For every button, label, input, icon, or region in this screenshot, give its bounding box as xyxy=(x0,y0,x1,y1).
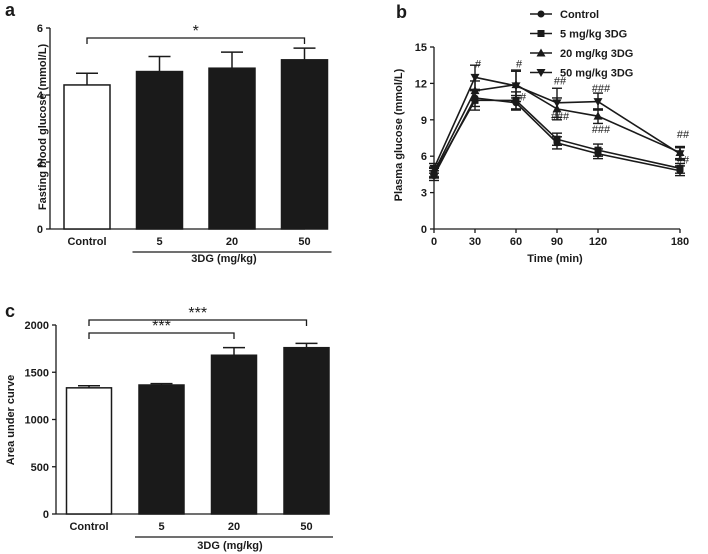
panel-b-line-chart: Plasma glucose (mmol/L) Time (min) 0 3 6 9 1… xyxy=(393,9,690,265)
panel-b-point xyxy=(594,146,602,154)
panel-c-significance-label: *** xyxy=(152,318,171,335)
panel-a-group-label: 3DG (mg/kg) xyxy=(191,253,257,265)
panel-a-xtick-label: 20 xyxy=(226,236,238,248)
panel-c-significance-label: *** xyxy=(188,305,207,322)
legend-label: 20 mg/kg 3DG xyxy=(560,48,633,60)
panel-a-ytick-label: 6 xyxy=(37,23,43,35)
panel-a-bar xyxy=(63,84,111,230)
panel-b-point xyxy=(470,86,480,95)
panel-c-ylabel: Area under curve xyxy=(5,375,17,465)
panel-b-series-line xyxy=(433,99,681,174)
panel-b-annotation: ## xyxy=(677,129,690,141)
panel-b-xtick-label: 120 xyxy=(589,236,607,248)
panel-c-xtick-label: 20 xyxy=(228,521,240,533)
panel-b-point xyxy=(676,164,684,172)
panel-b-annotation: ## xyxy=(677,154,690,166)
panel-b-xtick-label: 30 xyxy=(469,236,481,248)
panel-a-significance-bracket xyxy=(86,37,306,44)
panel-b-point xyxy=(675,150,685,159)
legend-marker xyxy=(536,48,546,57)
panel-b-ytick-label: 15 xyxy=(415,42,427,54)
panel-b-legend: Control 5 mg/kg 3DG 20 mg/kg 3DG 50 mg/kg 3… xyxy=(530,9,633,80)
panel-b-xtick-label: 90 xyxy=(551,236,563,248)
panel-b-annotation: ### xyxy=(551,111,570,123)
panel-b-annotation: ## xyxy=(554,76,567,88)
panel-c-ytick-label: 1500 xyxy=(25,367,49,379)
panel-b-xlabel: Time (min) xyxy=(527,253,583,265)
panel-b-point xyxy=(552,99,562,108)
panel-a-xtick-label: Control xyxy=(67,236,106,248)
panel-a-ytick-label: 0 xyxy=(37,224,43,236)
legend-marker xyxy=(537,10,545,18)
panel-a-ylabel: Fasting blood glucose (mmol/L) xyxy=(37,44,49,211)
panel-b-ytick-label: 6 xyxy=(421,151,427,163)
legend-marker xyxy=(536,69,546,77)
panel-c-xtick-label: 5 xyxy=(158,521,164,533)
panel-b-annotation: # xyxy=(516,59,523,71)
panel-b-point xyxy=(470,73,480,82)
panel-b-series-line xyxy=(433,83,681,173)
panel-a-xtick-label: 50 xyxy=(298,236,310,248)
panel-b-ytick-label: 0 xyxy=(421,224,427,236)
panel-c-significance-bracket xyxy=(88,319,308,326)
panel-b-annotation: ### xyxy=(592,83,611,95)
panel-b-point xyxy=(511,82,521,91)
panel-b-letter: b xyxy=(396,2,407,22)
panel-c-ytick-label: 2000 xyxy=(25,320,49,332)
panel-a-significance-label: * xyxy=(193,23,199,40)
panel-a-xtick-label: 5 xyxy=(156,236,162,248)
panel-b-annotation: # xyxy=(475,59,482,71)
panel-c-xtick-label: Control xyxy=(69,521,108,533)
panel-c-significance-bracket xyxy=(88,332,235,339)
panel-b-point xyxy=(593,98,603,107)
panel-c-letter: c xyxy=(5,301,15,321)
panel-c-bar xyxy=(283,346,330,515)
panel-c-ytick-label: 0 xyxy=(43,509,49,521)
legend-label: Control xyxy=(560,9,599,21)
panel-a-ytick-label: 4 xyxy=(37,90,44,102)
legend-label: 50 mg/kg 3DG xyxy=(560,68,633,80)
panel-b-ytick-label: 9 xyxy=(421,115,427,127)
panel-a-letter: a xyxy=(5,0,16,20)
legend-marker xyxy=(537,30,545,37)
panel-b-ytick-label: 3 xyxy=(421,188,427,200)
panel-b-series-3 xyxy=(429,64,685,174)
legend-label: 5 mg/kg 3DG xyxy=(560,29,627,41)
panel-c-bar xyxy=(138,384,185,515)
panel-b-point xyxy=(593,111,603,120)
panel-b-annotation: # xyxy=(520,91,527,103)
panel-c-ytick-label: 1000 xyxy=(25,415,49,427)
panel-c-bar xyxy=(65,387,113,515)
panel-c-bar-chart: Area under curve 3DG (mg/kg) 0 500 1000 150… xyxy=(5,305,333,552)
panel-a-ytick-label: 2 xyxy=(37,157,43,169)
panel-a-bar xyxy=(280,59,329,230)
panel-b-series-line xyxy=(433,76,681,169)
panel-b-xtick-label: 0 xyxy=(431,236,437,248)
panel-b-annotation: ### xyxy=(592,124,611,136)
panel-a-bar-chart: Fasting blood glucose (mmol/L) 3DG (mg/k… xyxy=(37,23,332,265)
panel-c-ytick-label: 500 xyxy=(31,462,49,474)
panel-b-ylabel: Plasma glucose (mmol/L) xyxy=(393,68,405,201)
panel-a-bar xyxy=(135,70,184,230)
panel-b-xtick-label: 60 xyxy=(510,236,522,248)
panel-c-group-label: 3DG (mg/kg) xyxy=(197,540,263,552)
panel-b-point xyxy=(553,135,561,143)
panel-b-xtick-label: 180 xyxy=(671,236,689,248)
panel-a-bar xyxy=(208,67,256,230)
panel-b-ytick-label: 12 xyxy=(415,78,427,90)
panel-c-xtick-label: 50 xyxy=(300,521,312,533)
panel-c-bar xyxy=(210,354,258,515)
panel-b-point xyxy=(429,164,439,173)
